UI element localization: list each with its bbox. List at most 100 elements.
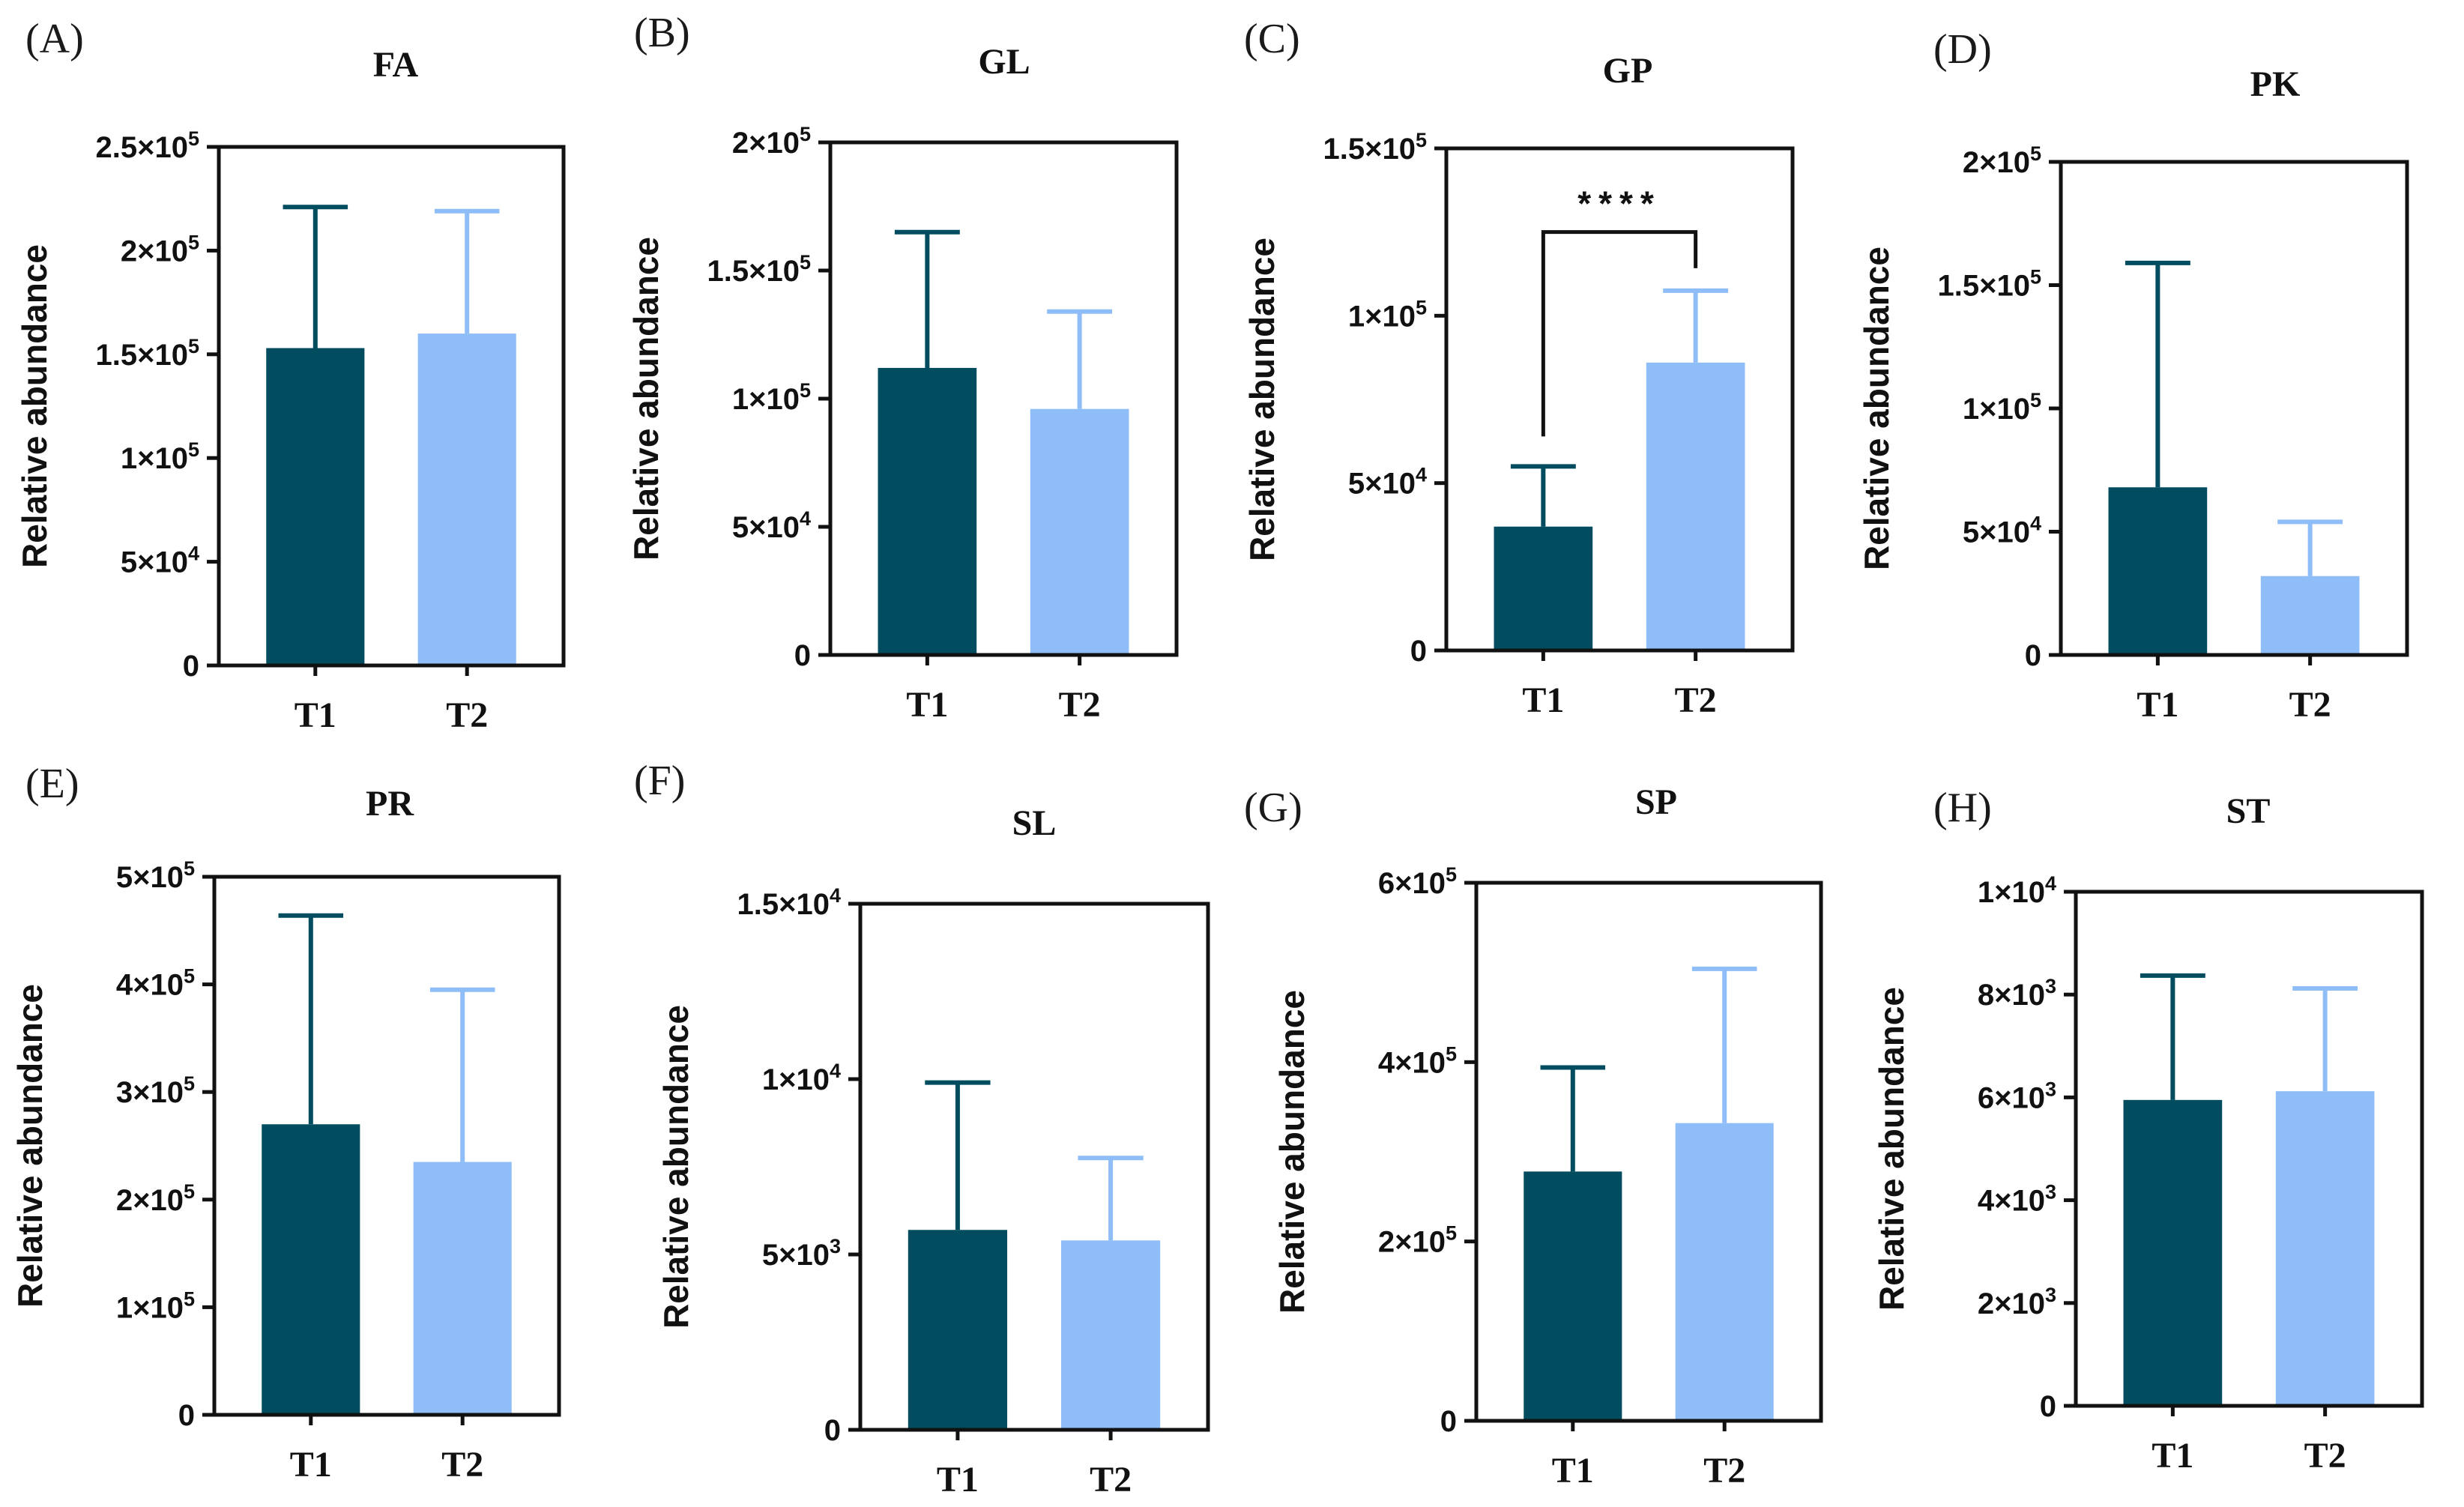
y-tick-label: 1.5×105 xyxy=(96,335,200,372)
y-axis-label: Relative abundance xyxy=(1242,238,1281,561)
x-tick-label: T1 xyxy=(2152,1436,2193,1476)
plot-frame xyxy=(2074,890,2424,1408)
y-tick-label: 1.5×105 xyxy=(707,251,812,288)
y-axis-label: Relative abundance xyxy=(626,237,665,561)
error-bar-t1 xyxy=(2140,973,2205,1100)
y-tick-label: 2×105 xyxy=(732,123,811,160)
y-tick-label: 5×105 xyxy=(116,857,195,894)
y-tick-label: 5×104 xyxy=(1348,464,1427,501)
plot-frame xyxy=(1444,146,1795,653)
panel-label: (C) xyxy=(1244,16,1300,62)
y-tick-label: 1×105 xyxy=(732,379,811,416)
y-tick-label: 2×105 xyxy=(121,231,199,268)
error-bar-t2 xyxy=(1078,1156,1144,1241)
y-tick-label: 4×103 xyxy=(1978,1181,2056,1218)
y-tick-label: 0 xyxy=(824,1414,841,1447)
panel-gl: (B) GL Relative abundance T1 T2 0 5×104 1×105 1.… xyxy=(626,10,1179,725)
y-tick-label: 5×104 xyxy=(1963,513,2041,549)
bar-t1 xyxy=(878,367,977,655)
chart-title: SL xyxy=(1012,803,1057,843)
y-tick-label: 5×103 xyxy=(762,1235,841,1272)
y-axis-label: Relative abundance xyxy=(1272,990,1311,1314)
y-tick-label: 4×105 xyxy=(1378,1042,1457,1079)
panel-gp: (C) GP Relative abundance T1 T2 **** 0 5×104 1×1… xyxy=(1242,16,1795,720)
x-tick-label: T2 xyxy=(1703,1451,1745,1491)
panel-pr: (E) PR Relative abundance T1 T2 0 1×105 2×105 3×… xyxy=(10,761,561,1485)
error-bar-t2 xyxy=(1691,966,1757,1123)
error-bar-t2 xyxy=(434,208,500,334)
y-tick-label: 0 xyxy=(1440,1405,1457,1438)
error-bar-t2 xyxy=(1047,309,1113,409)
error-bar-t2 xyxy=(429,987,495,1162)
y-tick-label: 3×105 xyxy=(116,1072,195,1109)
y-tick-label: 6×105 xyxy=(1378,863,1457,900)
bar-t2 xyxy=(1646,362,1745,650)
y-tick-label: 8×103 xyxy=(1978,975,2056,1012)
x-tick-label: T1 xyxy=(1522,680,1564,720)
y-tick-label: 2×105 xyxy=(1963,142,2041,179)
x-tick-label: T2 xyxy=(2304,1436,2346,1476)
panel-fa: (A) FA Relative abundance T1 T2 0 5×104 1×105 1.… xyxy=(15,16,566,735)
y-tick-label: 0 xyxy=(2025,639,2041,672)
panel-label: (A) xyxy=(25,16,84,62)
bar-t2 xyxy=(417,333,516,665)
bar-t1 xyxy=(2123,1099,2223,1406)
y-tick-label: 1×104 xyxy=(762,1060,841,1096)
plot-frame xyxy=(212,875,561,1417)
y-tick-label: 1×105 xyxy=(116,1287,195,1324)
error-bar-t2 xyxy=(1663,288,1729,363)
panel-label: (F) xyxy=(634,758,685,804)
y-tick-label: 4×105 xyxy=(116,965,195,1002)
bar-t1 xyxy=(266,348,365,665)
plot-frame xyxy=(1474,881,1823,1423)
y-tick-label: 2×105 xyxy=(1378,1222,1457,1259)
y-tick-label: 2×103 xyxy=(1978,1284,2056,1320)
bar-t2 xyxy=(2260,576,2360,655)
x-tick-label: T1 xyxy=(1552,1451,1594,1491)
y-tick-label: 0 xyxy=(1410,635,1427,668)
error-bar-t1 xyxy=(2125,260,2190,488)
plot-frame xyxy=(858,902,1210,1432)
y-tick-label: 0 xyxy=(183,650,199,683)
bar-t1 xyxy=(2108,487,2208,655)
chart-title: PR xyxy=(366,784,414,824)
y-tick-label: 0 xyxy=(178,1399,195,1432)
error-bar-t1 xyxy=(283,205,348,348)
x-tick-label: T1 xyxy=(295,695,336,735)
panel-label: (E) xyxy=(25,761,79,807)
y-tick-label: 5×104 xyxy=(121,543,199,579)
significance-bracket xyxy=(1541,230,1698,437)
bar-t1 xyxy=(908,1230,1008,1430)
x-tick-label: T2 xyxy=(1675,680,1717,720)
bar-t2 xyxy=(413,1162,512,1415)
panel-sp: (G) SP Relative abundance T1 T2 0 2×105 4×105 6×… xyxy=(1244,782,1823,1491)
panel-label: (D) xyxy=(1933,26,1992,73)
panel-label: (H) xyxy=(1933,785,1992,831)
chart-title: GL xyxy=(978,42,1030,82)
panel-label: (B) xyxy=(634,10,690,56)
y-tick-label: 1.5×104 xyxy=(737,884,842,921)
y-tick-label: 1.5×105 xyxy=(1938,266,2042,303)
bar-t1 xyxy=(1494,526,1593,650)
bar-t2 xyxy=(1030,408,1129,655)
y-tick-label: 6×103 xyxy=(1978,1078,2056,1114)
y-tick-label: 0 xyxy=(794,639,811,672)
x-tick-label: T2 xyxy=(446,695,488,735)
bar-t1 xyxy=(1524,1171,1622,1421)
y-axis-label: Relative abundance xyxy=(1857,247,1896,570)
error-bar-t1 xyxy=(894,229,960,368)
bar-t2 xyxy=(1060,1240,1161,1430)
y-tick-label: 1×104 xyxy=(1978,872,2056,909)
y-tick-label: 2×105 xyxy=(116,1180,195,1217)
y-tick-label: 1×105 xyxy=(121,438,199,475)
x-tick-label: T1 xyxy=(2137,685,2178,725)
x-tick-label: T1 xyxy=(290,1445,332,1485)
panel-sl: (F) SL Relative abundance T1 T2 0 5×103 1×104 1.… xyxy=(634,758,1210,1500)
y-tick-label: 2.5×105 xyxy=(96,127,200,164)
x-tick-label: T1 xyxy=(906,685,948,725)
y-axis-label: Relative abundance xyxy=(1872,987,1911,1311)
chart-title: SP xyxy=(1635,782,1677,822)
significance-label: **** xyxy=(1577,184,1661,223)
bar-t2 xyxy=(1675,1123,1774,1421)
